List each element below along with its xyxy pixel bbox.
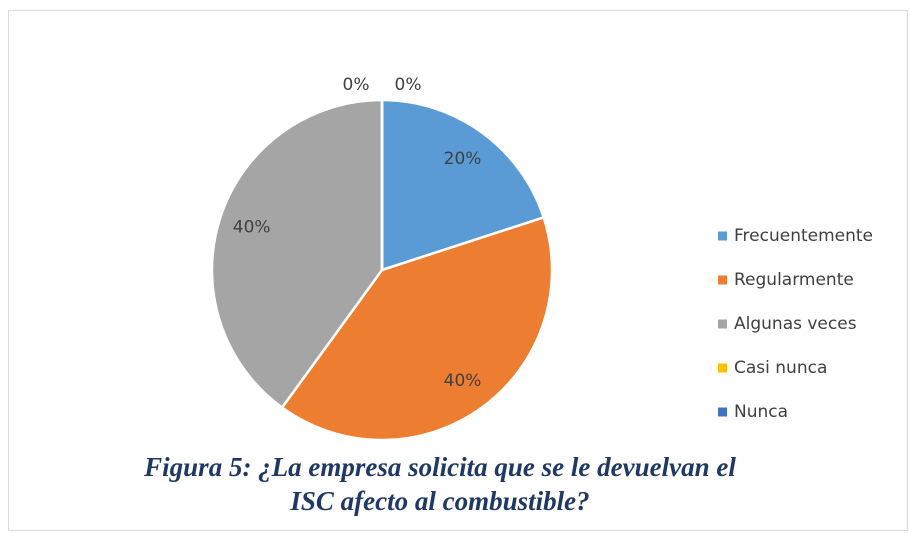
legend-label: Frecuentemente — [734, 226, 873, 246]
legend-label: Algunas veces — [734, 314, 857, 334]
data-label: 40% — [233, 218, 271, 238]
legend-swatch — [718, 363, 727, 373]
legend-label: Regularmente — [734, 270, 854, 290]
chart-frame — [8, 10, 908, 531]
legend-swatch — [718, 275, 727, 285]
legend-label: Casi nunca — [734, 358, 827, 378]
legend-swatch — [718, 319, 727, 329]
legend-swatch — [718, 407, 727, 417]
chart-title: Figura 5: ¿La empresa solicita que se le… — [144, 452, 736, 516]
pie-slice — [280, 215, 554, 442]
pie-slice — [380, 98, 546, 272]
data-label: 0% — [395, 75, 422, 95]
data-label: 40% — [444, 371, 482, 391]
pie-slice — [210, 98, 384, 410]
data-label: 20% — [444, 149, 482, 169]
data-label: 0% — [343, 75, 370, 95]
legend-label: Nunca — [734, 402, 788, 422]
legend-swatch — [718, 231, 727, 241]
